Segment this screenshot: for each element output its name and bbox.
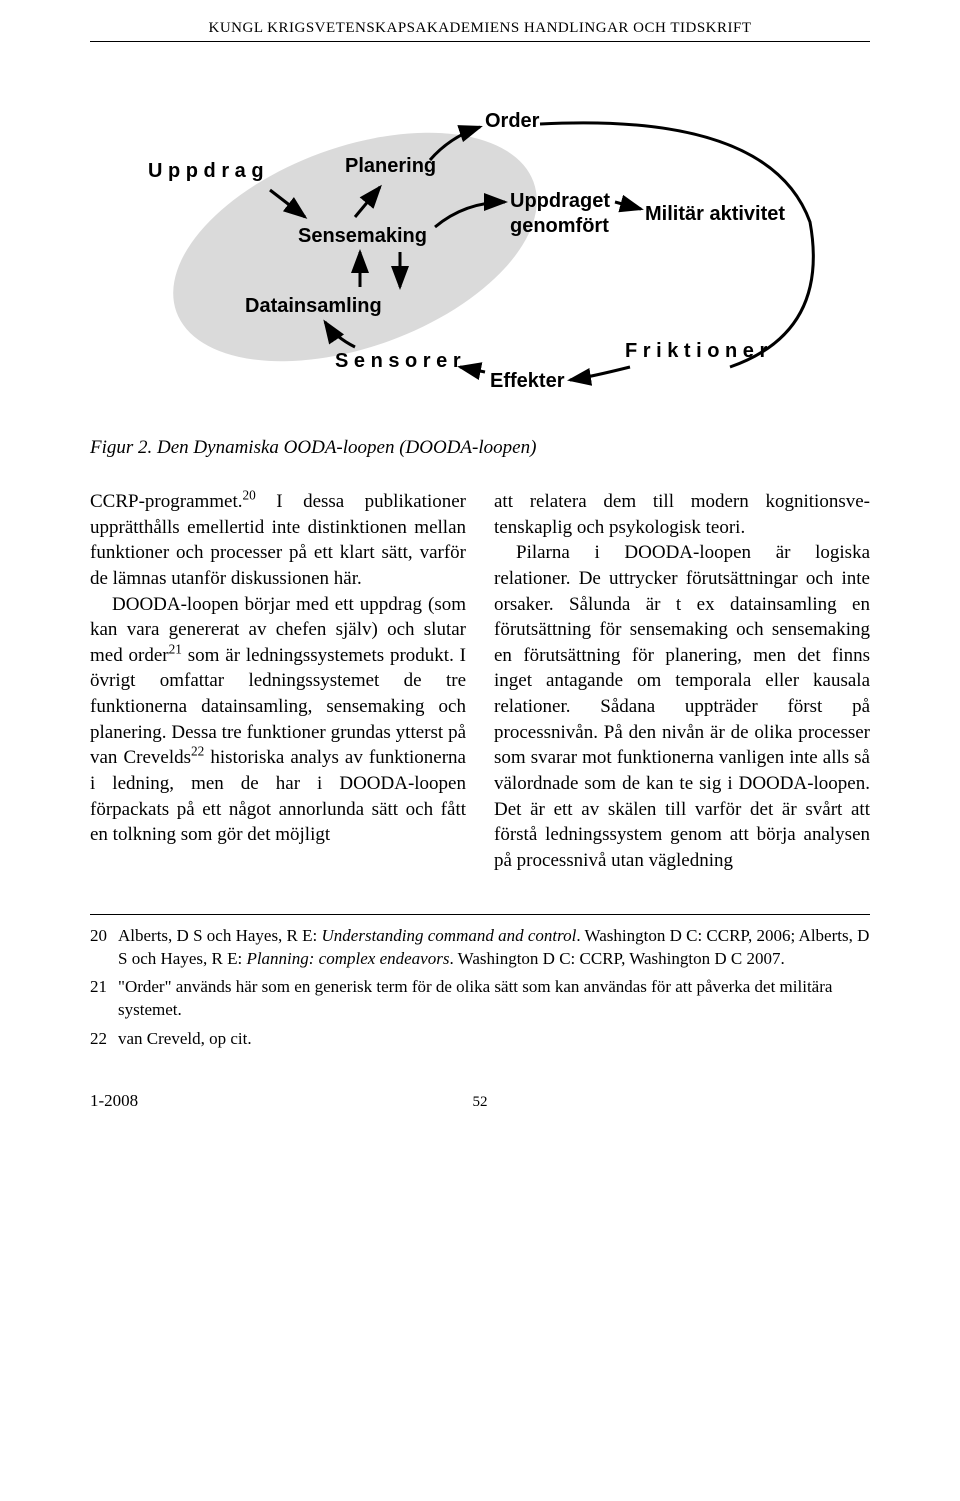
label-genomfort: genomfört xyxy=(510,215,609,237)
arrow xyxy=(570,367,630,380)
label-sensorer: S e n s o r e r xyxy=(335,350,461,372)
arrow xyxy=(460,367,485,372)
diagram-svg: U p p d r a g Planering Order Sensemakin… xyxy=(130,72,830,402)
label-uppdraget: Uppdraget xyxy=(510,190,610,212)
footnote-ref: 22 xyxy=(191,744,204,759)
paragraph: DOODA-loopen börjar med ett upp­drag (so… xyxy=(90,592,466,848)
page-header: KUNGL KRIGSVETENSKAPSAKADEMIENS HANDLING… xyxy=(90,20,870,42)
label-order: Order xyxy=(485,110,540,132)
label-uppdrag: U p p d r a g xyxy=(148,160,264,182)
label-effekter: Effekter xyxy=(490,370,565,392)
arrow-curve xyxy=(540,123,813,367)
page-footer: 1-2008 52 1-2008 xyxy=(90,1091,870,1111)
label-datainsamling: Datainsamling xyxy=(245,295,382,317)
footnote-21: 21 "Order" används här som en generisk t… xyxy=(90,976,870,1022)
label-militar: Militär aktivitet xyxy=(645,203,785,225)
footnote-ref: 20 xyxy=(243,488,256,503)
label-friktioner: F r i k t i o n e r xyxy=(625,340,767,362)
footnote-22: 22 van Creveld, op cit. xyxy=(90,1028,870,1051)
arrow xyxy=(615,202,641,209)
footnote-20: 20 Alberts, D S och Hayes, R E: Understa… xyxy=(90,925,870,971)
footnote-ref: 21 xyxy=(169,642,182,657)
footnote-text: Alberts, D S och Hayes, R E: Understandi… xyxy=(118,925,870,971)
footnote-num: 22 xyxy=(90,1028,118,1051)
figure-caption: Figur 2. Den Dynamiska OODA-loopen (DOOD… xyxy=(90,437,870,459)
text: Alberts, D S och Hayes, R E: xyxy=(118,926,322,945)
text-italic: Planning: complex endeavors xyxy=(246,949,449,968)
column-left: CCRP-programmet.20 I dessa publikationer… xyxy=(90,489,466,874)
text: . Washington D C: CCRP, Washington D C 2… xyxy=(449,949,784,968)
footnote-text: van Creveld, op cit. xyxy=(118,1028,870,1051)
label-sensemaking: Sensemaking xyxy=(298,225,427,247)
text-italic: Understanding command and control xyxy=(322,926,577,945)
footnotes: 20 Alberts, D S och Hayes, R E: Understa… xyxy=(90,914,870,1052)
paragraph: CCRP-programmet.20 I dessa publikationer… xyxy=(90,489,466,592)
footnote-num: 20 xyxy=(90,925,118,971)
dooda-diagram: U p p d r a g Planering Order Sensemakin… xyxy=(130,72,870,407)
page-number: 52 xyxy=(473,1094,488,1111)
text: CCRP-programmet. xyxy=(90,491,243,512)
label-planering: Planering xyxy=(345,155,436,177)
paragraph: att relatera dem till modern kognitionsv… xyxy=(494,489,870,540)
paragraph: Pilarna i DOODA-loopen är logiska relati… xyxy=(494,540,870,873)
footnote-text: "Order" används här som en generisk term… xyxy=(118,976,870,1022)
column-right: att relatera dem till modern kognitionsv… xyxy=(494,489,870,874)
footnote-num: 21 xyxy=(90,976,118,1022)
issue-label: 1-2008 xyxy=(90,1091,138,1111)
body-columns: CCRP-programmet.20 I dessa publikationer… xyxy=(90,489,870,874)
